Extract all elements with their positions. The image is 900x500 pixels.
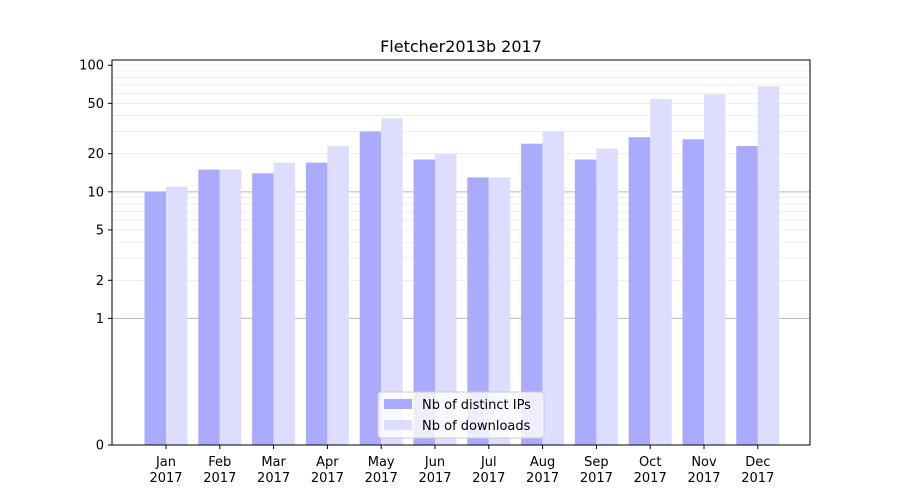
- y-tick-label: 50: [87, 97, 104, 112]
- x-tick-label: Feb 2017: [203, 455, 236, 486]
- x-tick-label: Oct 2017: [634, 455, 667, 486]
- y-tick-label: 20: [87, 147, 104, 162]
- bar-downloads: [219, 169, 242, 445]
- x-tick-year: 2017: [526, 471, 559, 486]
- chart-title: Fletcher2013b 2017: [380, 37, 542, 56]
- y-tick-label: 1: [96, 312, 104, 327]
- x-tick-month: Dec: [745, 455, 770, 470]
- legend-box: [377, 391, 545, 439]
- x-tick-month: Feb: [208, 455, 231, 470]
- x-tick-label: Jul 2017: [472, 455, 505, 486]
- legend-label: Nb of distinct IPs: [422, 398, 531, 413]
- x-tick-month: Apr: [316, 455, 339, 470]
- y-tick-label: 10: [87, 185, 104, 200]
- plot-frame: [111, 59, 811, 446]
- y-tick-label: 5: [96, 223, 104, 238]
- legend-swatch: [384, 420, 412, 430]
- bar-downloads: [166, 186, 188, 446]
- x-tick-month: Jan: [155, 455, 176, 470]
- x-tick-year: 2017: [365, 471, 398, 486]
- x-tick-label: Aug 2017: [526, 455, 559, 486]
- x-tick-label: Jan 2017: [149, 455, 182, 486]
- x-tick-label: May 2017: [365, 455, 398, 486]
- x-tick-month: Aug: [530, 455, 555, 470]
- x-tick-year: 2017: [741, 471, 774, 486]
- bar-downloads: [542, 131, 565, 445]
- x-tick-month: Mar: [261, 455, 286, 470]
- bars: [144, 86, 780, 446]
- x-tick-label: Dec 2017: [741, 455, 774, 486]
- x-tick-label: Sep 2017: [580, 455, 613, 486]
- bar-downloads: [488, 177, 511, 446]
- x-tick-month: Jun: [424, 455, 445, 470]
- x-tick-year: 2017: [203, 471, 236, 486]
- bar-ips: [736, 146, 758, 445]
- bar-ips: [252, 173, 274, 445]
- x-tick-label: Apr 2017: [311, 455, 344, 486]
- legend-label: Nb of downloads: [422, 419, 531, 434]
- bar-downloads: [327, 146, 349, 445]
- bar-downloads: [757, 86, 780, 445]
- x-tick-year: 2017: [257, 471, 290, 486]
- legend: Nb of distinct IPs Nb of downloads: [377, 391, 545, 439]
- x-tick-month: Sep: [584, 455, 609, 470]
- y-tick-label: 2: [96, 274, 104, 289]
- x-tick-year: 2017: [311, 471, 344, 486]
- y-tick-label: 0: [96, 439, 104, 454]
- x-tick-year: 2017: [418, 471, 451, 486]
- bar-ips: [305, 162, 328, 445]
- x-tick-month: Oct: [639, 455, 661, 470]
- bar-downloads: [435, 153, 457, 446]
- x-tick-label: Mar 2017: [257, 455, 290, 486]
- bar-ips: [467, 177, 489, 446]
- bar-ips: [413, 159, 435, 445]
- legend-swatch: [384, 399, 412, 409]
- y-tick-label: 100: [79, 59, 104, 74]
- bar-downloads: [273, 162, 296, 445]
- bar-downloads: [381, 118, 403, 445]
- x-tick-year: 2017: [634, 471, 667, 486]
- x-tick-month: May: [368, 455, 395, 470]
- x-tick-year: 2017: [149, 471, 182, 486]
- x-tick-label: Jun 2017: [418, 455, 451, 486]
- bar-ips: [521, 143, 543, 445]
- x-tick-label: Nov 2017: [687, 455, 720, 486]
- bar-downloads: [704, 94, 726, 446]
- bar-ips: [144, 191, 166, 445]
- bar-ips: [574, 159, 597, 445]
- bar-ips: [628, 137, 651, 446]
- bar-ips: [198, 169, 220, 445]
- bar-ips: [359, 131, 382, 445]
- bar-downloads: [650, 99, 672, 445]
- x-tick-month: Nov: [691, 455, 717, 470]
- bar-ips: [682, 139, 704, 445]
- x-tick-year: 2017: [687, 471, 720, 486]
- bar-downloads: [596, 148, 618, 445]
- x-tick-year: 2017: [580, 471, 613, 486]
- x-tick-year: 2017: [472, 471, 505, 486]
- x-tick-month: Jul: [480, 455, 497, 470]
